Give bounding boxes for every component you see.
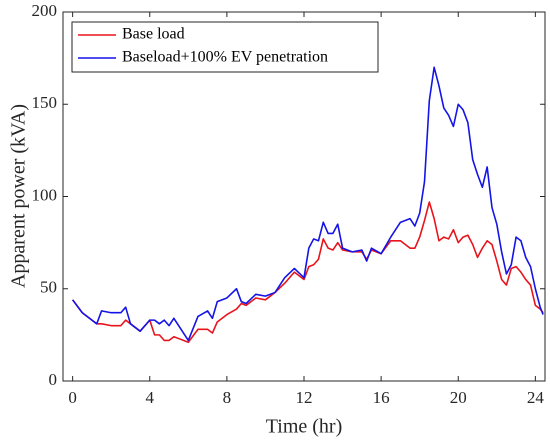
y-tick-label: 50 [40,278,57,297]
x-tick-label: 8 [223,388,232,407]
y-tick-label: 0 [49,370,58,389]
x-tick-label: 0 [68,388,77,407]
plot-area [63,12,545,381]
y-tick-label: 100 [32,185,58,204]
y-tick-label: 200 [32,1,58,20]
y-axis-label: Apparent power (kVA) [8,104,30,288]
series-line [71,201,544,344]
axes-box [62,11,546,382]
legend-label: Baseload+100% EV penetration [122,49,328,66]
series-line [71,66,544,342]
x-axis-label: Time (hr) [266,416,342,438]
x-tick-label: 20 [450,388,467,407]
x-tick-label: 4 [146,388,155,407]
legend-label: Base load [122,26,185,43]
x-tick-label: 12 [296,388,313,407]
x-tick-label: 16 [373,388,390,407]
legend-box [71,21,379,73]
x-tick-label: 24 [527,388,545,407]
y-tick-label: 150 [32,93,58,112]
